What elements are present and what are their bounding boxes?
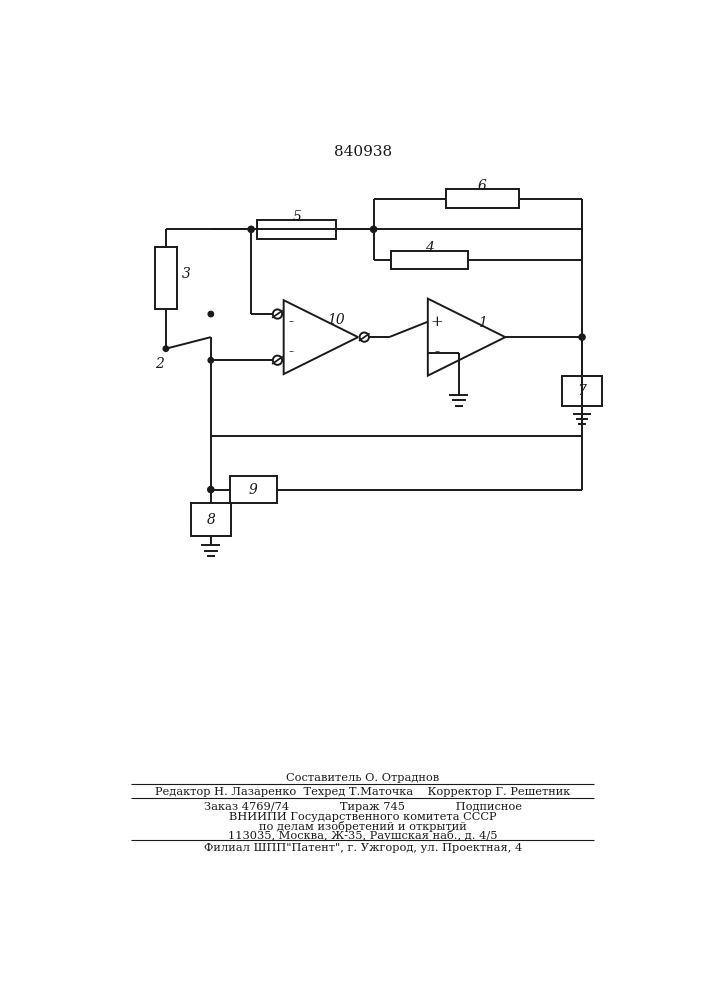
- Circle shape: [208, 358, 214, 363]
- Circle shape: [163, 346, 168, 351]
- Text: 2: 2: [156, 357, 164, 371]
- Bar: [191, 503, 231, 536]
- Text: 840938: 840938: [334, 145, 392, 159]
- Circle shape: [579, 334, 585, 340]
- Text: 8: 8: [206, 513, 215, 527]
- Text: 5: 5: [293, 210, 301, 224]
- Circle shape: [370, 226, 377, 232]
- Text: 10: 10: [327, 313, 345, 327]
- Circle shape: [248, 226, 255, 232]
- Circle shape: [273, 309, 282, 319]
- Bar: [391, 251, 468, 269]
- Bar: [230, 476, 276, 503]
- Circle shape: [273, 356, 282, 365]
- Text: 7: 7: [578, 384, 587, 398]
- Bar: [446, 189, 518, 208]
- Bar: [155, 247, 177, 309]
- Text: 113035, Москва, Ж-35, Раушская наб., д. 4/5: 113035, Москва, Ж-35, Раушская наб., д. …: [228, 830, 498, 841]
- Text: Заказ 4769/74              Тираж 745              Подписное: Заказ 4769/74 Тираж 745 Подписное: [204, 802, 522, 812]
- Text: 9: 9: [249, 483, 258, 497]
- Text: по делам изобретений и открытий: по делам изобретений и открытий: [259, 821, 467, 832]
- Circle shape: [208, 311, 214, 317]
- Text: Редактор Н. Лазаренко  Техред Т.Маточка    Корректор Г. Решетник: Редактор Н. Лазаренко Техред Т.Маточка К…: [155, 787, 571, 797]
- Bar: [257, 220, 337, 239]
- Text: +: +: [431, 315, 443, 329]
- Text: -: -: [289, 315, 294, 329]
- Text: -: -: [435, 346, 440, 360]
- Text: Составитель О. Отраднов: Составитель О. Отраднов: [286, 773, 439, 783]
- Text: 1: 1: [478, 316, 487, 330]
- Circle shape: [208, 487, 214, 493]
- Text: 6: 6: [478, 179, 487, 193]
- Text: 4: 4: [425, 241, 434, 255]
- Text: -: -: [289, 346, 294, 360]
- Circle shape: [360, 333, 369, 342]
- Text: Филиал ШПП"Патент", г. Ужгород, ул. Проектная, 4: Филиал ШПП"Патент", г. Ужгород, ул. Прое…: [204, 843, 522, 853]
- Text: 3: 3: [182, 267, 190, 281]
- Bar: [562, 376, 602, 406]
- Text: ВНИИПИ Государственного комитета СССР: ВНИИПИ Государственного комитета СССР: [229, 812, 496, 822]
